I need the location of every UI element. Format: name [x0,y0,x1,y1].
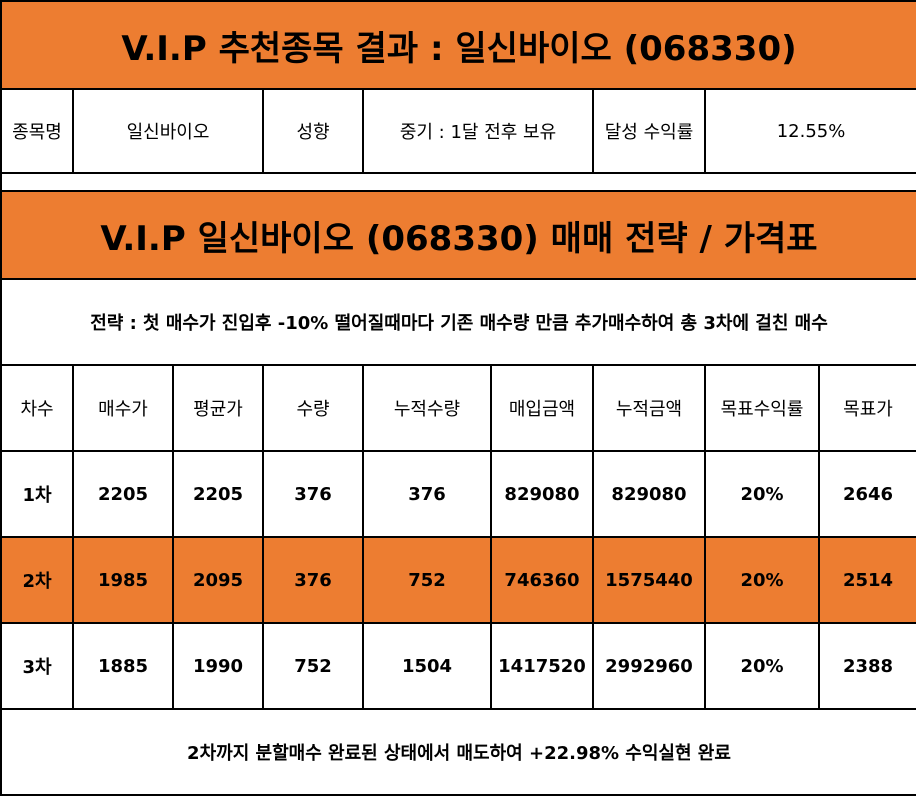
table-cell: 1575440 [592,536,706,624]
return-value: 12.55% [703,88,916,174]
header-target-return: 목표수익률 [704,364,820,452]
table-cell: 829080 [490,450,594,538]
table-row: 1차 2205 2205 376 376 829080 829080 20% 2… [0,450,916,538]
table-cell: 2514 [818,536,916,624]
table-cell: 1990 [172,622,264,710]
header-cum-amount: 누적금액 [592,364,706,452]
header-target-price: 목표가 [818,364,916,452]
table-cell: 20% [704,536,820,624]
header-round: 차수 [0,364,74,452]
table-cell: 1417520 [490,622,594,710]
table-cell: 2646 [818,450,916,538]
table-cell: 3차 [0,622,74,710]
table-cell: 1985 [72,536,174,624]
strategy-footer: 2차까지 분할매수 완료된 상태에서 매도하여 +22.98% 수익실현 완료 [0,708,916,796]
tendency-value: 중기 : 1달 전후 보유 [362,88,594,174]
table-cell: 2205 [72,450,174,538]
return-label: 달성 수익률 [592,88,706,174]
table-cell: 1504 [362,622,492,710]
table-cell: 829080 [592,450,706,538]
table-cell: 2095 [172,536,264,624]
table-cell: 20% [704,622,820,710]
table-cell: 752 [362,536,492,624]
tendency-label: 성향 [262,88,364,174]
header-buy-price: 매수가 [72,364,174,452]
header-cum-quantity: 누적수량 [362,364,492,452]
table-row-highlighted: 2차 1985 2095 376 752 746360 1575440 20% … [0,536,916,624]
stock-name-label: 종목명 [0,88,74,174]
result-title: V.I.P 추천종목 결과 : 일신바이오 (068330) [0,0,916,90]
table-row: 3차 1885 1990 752 1504 1417520 2992960 20… [0,622,916,710]
strategy-description: 전략 : 첫 매수가 진입후 -10% 떨어질때마다 기존 매수량 만큼 추가매… [0,278,916,366]
table-cell: 2차 [0,536,74,624]
header-quantity: 수량 [262,364,364,452]
table-cell: 376 [262,450,364,538]
table-cell: 2992960 [592,622,706,710]
table-cell: 2388 [818,622,916,710]
table-cell: 746360 [490,536,594,624]
header-buy-amount: 매입금액 [490,364,594,452]
table-cell: 1885 [72,622,174,710]
result-table: V.I.P 추천종목 결과 : 일신바이오 (068330) 종목명 일신바이오… [0,0,916,194]
table-cell: 1차 [0,450,74,538]
table-cell: 376 [362,450,492,538]
strategy-title: V.I.P 일신바이오 (068330) 매매 전략 / 가격표 [0,190,916,280]
table-cell: 376 [262,536,364,624]
strategy-table: V.I.P 일신바이오 (068330) 매매 전략 / 가격표 전략 : 첫 … [0,190,916,796]
table-cell: 2205 [172,450,264,538]
table-cell: 752 [262,622,364,710]
stock-name-value: 일신바이오 [72,88,264,174]
table-cell: 20% [704,450,820,538]
header-avg-price: 평균가 [172,364,264,452]
